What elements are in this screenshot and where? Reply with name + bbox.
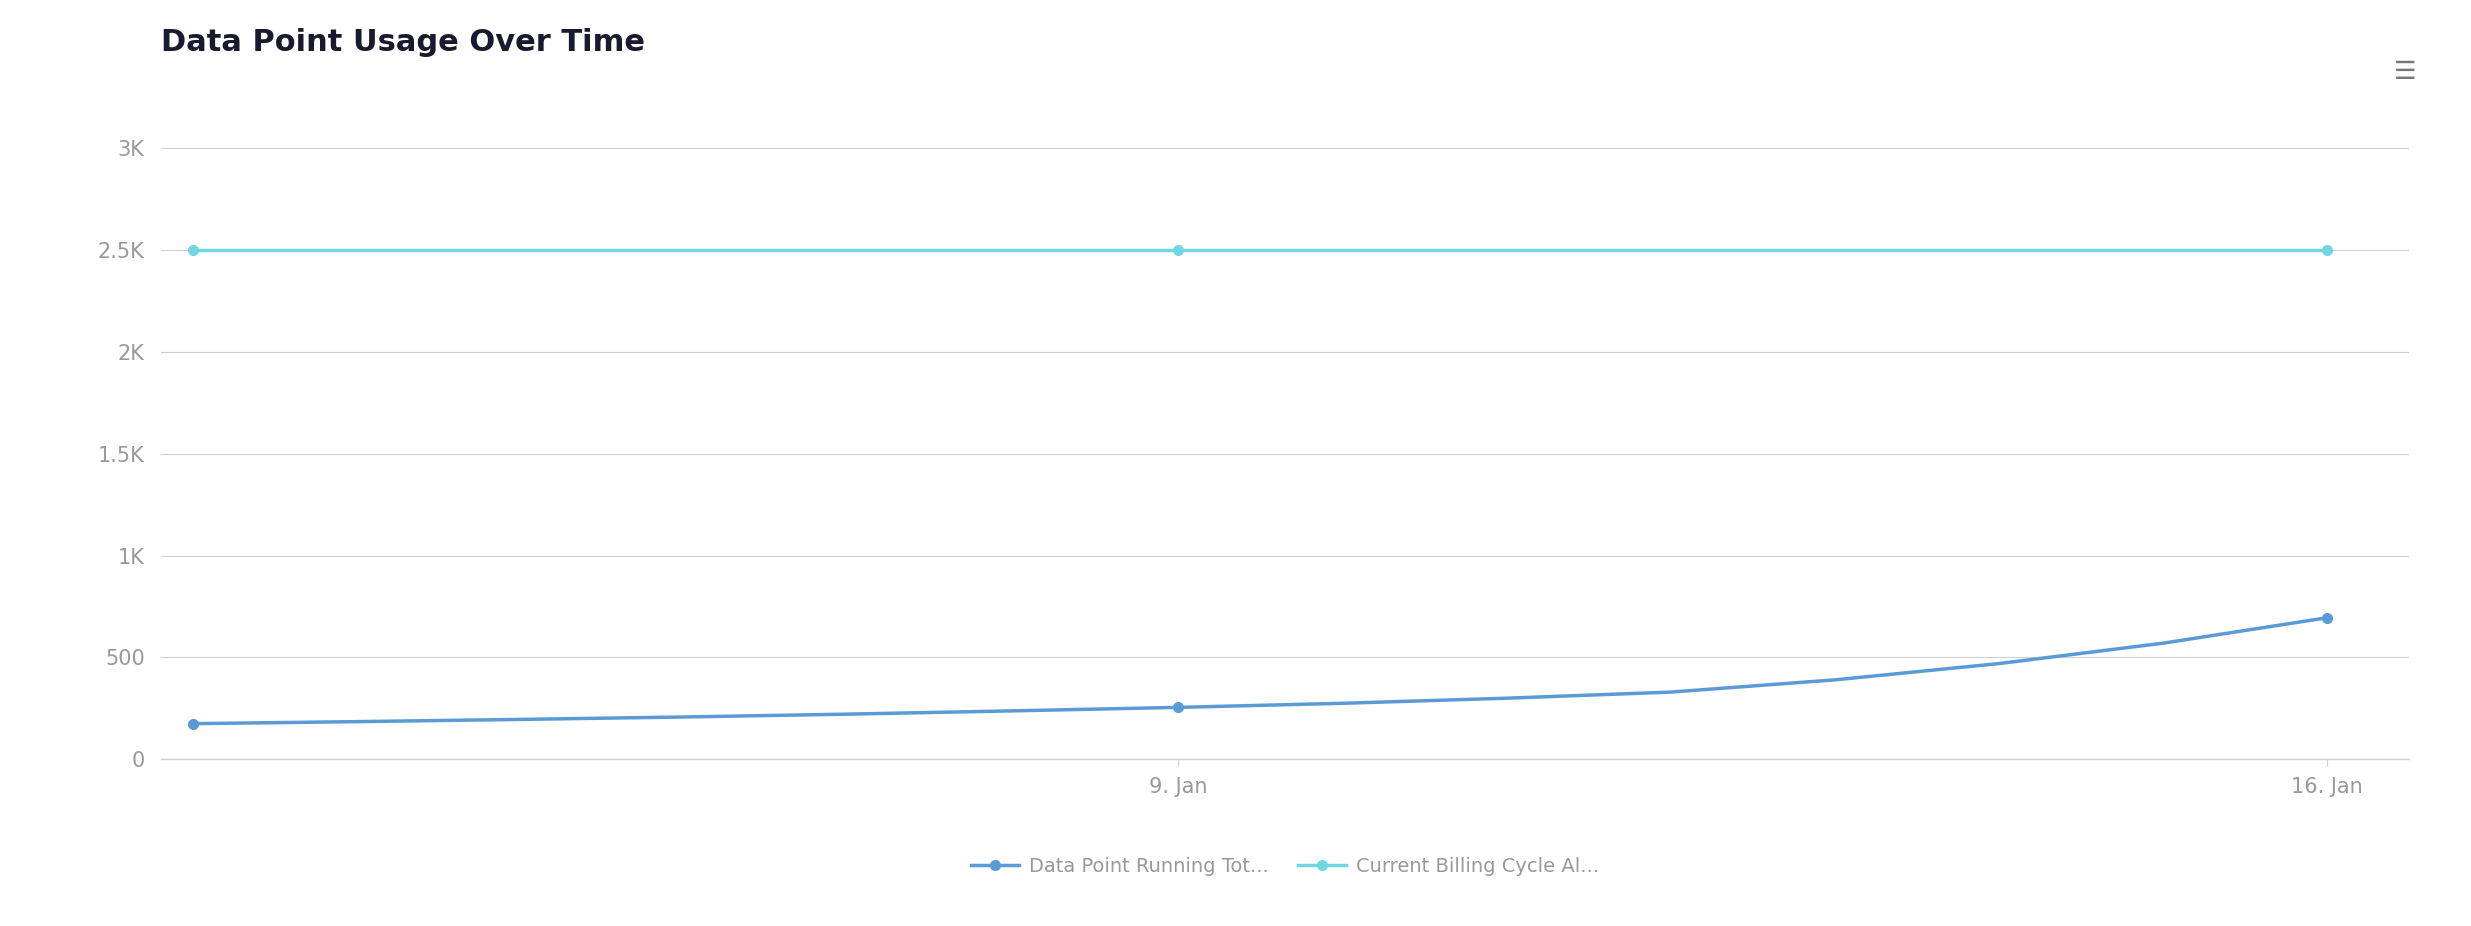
Text: ☰: ☰ xyxy=(2394,60,2417,84)
Text: Data Point Usage Over Time: Data Point Usage Over Time xyxy=(161,28,645,56)
Legend: Data Point Running Tot..., Current Billing Cycle Al...: Data Point Running Tot..., Current Billi… xyxy=(964,849,1606,884)
